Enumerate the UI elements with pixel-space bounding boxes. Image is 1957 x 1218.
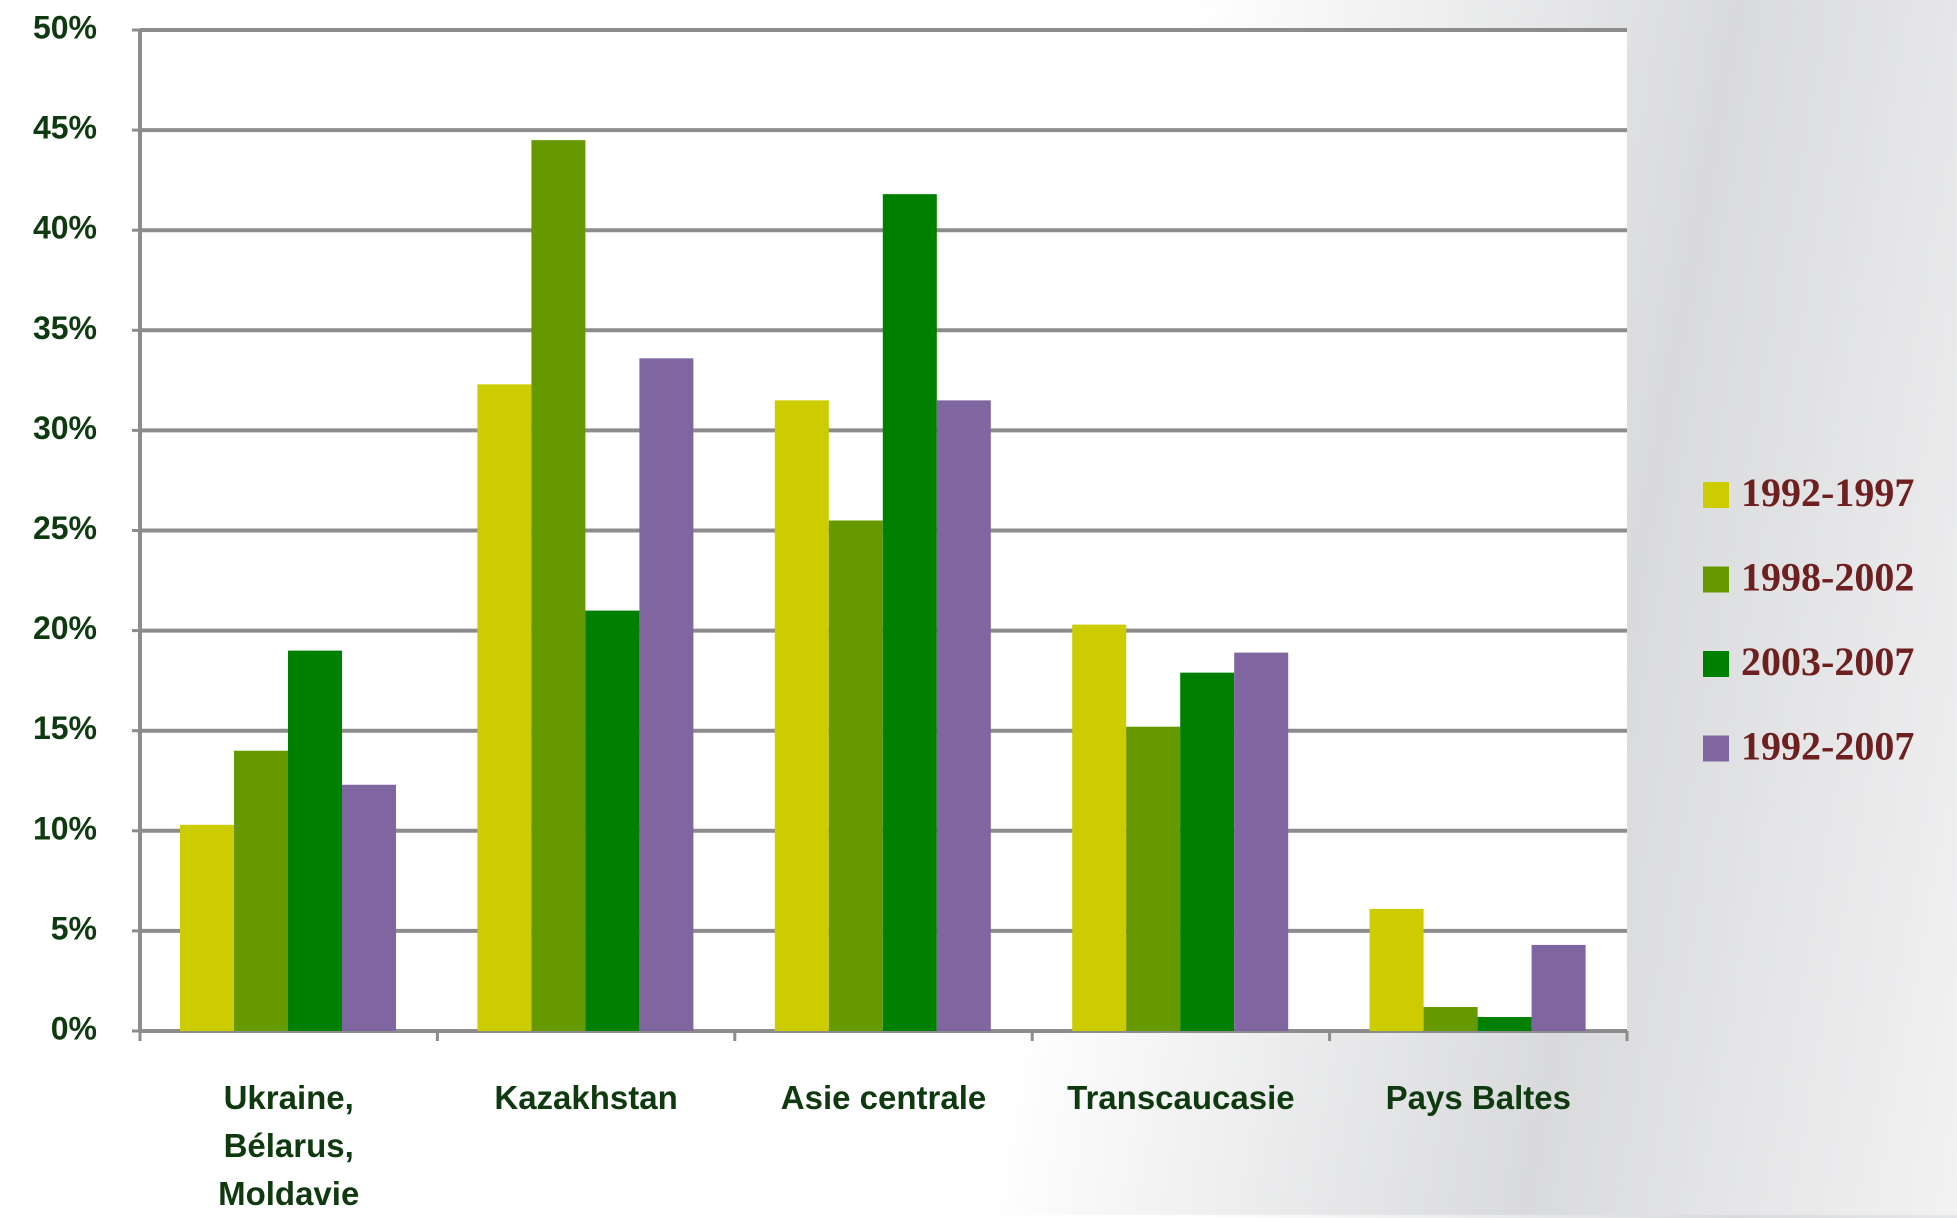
- bar: [585, 610, 640, 1031]
- bar: [1531, 944, 1586, 1031]
- y-tick-label: 0%: [51, 1010, 97, 1046]
- legend-swatch: [1703, 566, 1729, 593]
- y-tick-label: 25%: [33, 510, 97, 546]
- legend-label: 1992-1997: [1741, 470, 1914, 515]
- bar: [828, 520, 883, 1031]
- bar: [1234, 652, 1289, 1031]
- bar: [477, 384, 532, 1031]
- y-tick-label: 35%: [33, 310, 97, 346]
- legend-label: 1992-2007: [1741, 724, 1914, 769]
- bar: [774, 400, 829, 1031]
- x-tick-label: Asie centrale: [780, 1079, 987, 1116]
- x-tick-label: Ukraine, Bélarus, Moldavie: [218, 1079, 360, 1212]
- bar: [342, 784, 396, 1031]
- y-tick-label: 5%: [51, 910, 97, 946]
- y-tick-label: 15%: [33, 710, 97, 746]
- legend-label: 2003-2007: [1741, 639, 1914, 684]
- x-tick-label: Pays Baltes: [1385, 1079, 1571, 1116]
- legend-label: 1998-2002: [1741, 555, 1914, 600]
- bar: [639, 358, 694, 1031]
- legend-swatch: [1703, 482, 1729, 508]
- bar: [288, 650, 342, 1031]
- y-tick-label: 30%: [33, 410, 97, 446]
- legend-swatch: [1703, 651, 1729, 677]
- bar: [1126, 726, 1181, 1031]
- y-tick-label: 20%: [33, 610, 97, 646]
- bar: [1477, 1016, 1532, 1031]
- bar: [180, 824, 234, 1031]
- bar: [531, 140, 586, 1032]
- bar: [882, 194, 937, 1031]
- x-tick-label: Kazakhstan: [494, 1079, 678, 1116]
- y-tick-label: 50%: [33, 9, 97, 45]
- bar: [1072, 624, 1127, 1031]
- bar: [234, 750, 288, 1031]
- x-tick-label: Transcaucasie: [1067, 1079, 1295, 1116]
- bar: [936, 400, 991, 1031]
- bar: [1180, 672, 1235, 1031]
- bar: [1423, 1006, 1478, 1031]
- y-tick-label: 45%: [33, 110, 97, 146]
- y-tick-label: 10%: [33, 810, 97, 846]
- legend-swatch: [1703, 735, 1729, 762]
- bar: [1369, 908, 1424, 1031]
- y-tick-label: 40%: [33, 210, 97, 246]
